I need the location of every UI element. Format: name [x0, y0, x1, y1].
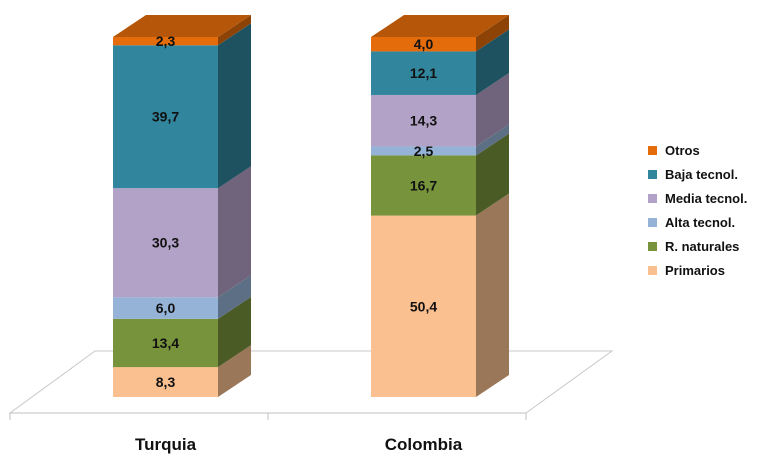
bar-segment: 39,7 [113, 23, 251, 189]
data-label: 6,0 [156, 300, 176, 316]
bar-segment-front [371, 51, 476, 95]
legend-item: Media tecnol. [648, 186, 747, 210]
legend-label: Primarios [665, 262, 725, 278]
data-label: 14,3 [410, 113, 437, 129]
bar-segment-side [476, 124, 509, 156]
bar-segment-front [113, 45, 218, 189]
bar-segment: 12,1 [371, 29, 509, 95]
bar-segment-front [113, 37, 218, 46]
legend-item: R. naturales [648, 234, 747, 258]
legend-swatch [648, 193, 657, 203]
bar-segment-side [476, 15, 509, 52]
category-label: Colombia [385, 435, 463, 454]
legend-swatch [648, 217, 657, 227]
chart-floor [8, 350, 614, 414]
data-label: 30,3 [152, 235, 179, 251]
bar-segment-front [113, 297, 218, 319]
bar-segment: 13,4 [113, 296, 251, 368]
data-label: 8,3 [156, 374, 176, 390]
bar-segment-front [371, 215, 476, 397]
bar-segment-front [113, 188, 218, 298]
legend-item: Alta tecnol. [648, 210, 747, 234]
legend-label: Media tecnol. [665, 190, 748, 206]
bar-segment: 4,0 [371, 15, 509, 52]
legend-item: Otros [648, 138, 747, 162]
bar-segment-front [371, 37, 476, 52]
legend-item: Baja tecnol. [648, 162, 747, 186]
legend-item: Primarios [648, 258, 747, 282]
data-label: 12,1 [410, 65, 437, 81]
data-label: 2,5 [414, 143, 434, 159]
bar-segment-side [218, 23, 251, 189]
data-label: 13,4 [152, 335, 179, 351]
bar-segment-side [218, 275, 251, 319]
legend-swatch [648, 169, 657, 179]
category-label: Turquia [135, 435, 197, 454]
bar-segment: 6,0 [113, 275, 251, 319]
legend-swatch [648, 265, 657, 275]
bar-segment-side [218, 15, 251, 46]
bar-segment-side [218, 345, 251, 397]
bar-segment-top [113, 15, 251, 37]
bar-segment-side [218, 296, 251, 368]
data-label: 16,7 [410, 178, 437, 194]
bar-segment-side [476, 193, 509, 397]
legend: Otros Baja tecnol. Media tecnol. Alta te… [648, 138, 747, 282]
bar-segment: 16,7 [371, 133, 509, 216]
legend-label: Alta tecnol. [665, 214, 736, 230]
legend-label: Otros [665, 142, 700, 158]
data-label: 39,7 [152, 109, 179, 125]
data-label: 4,0 [414, 36, 434, 52]
legend-swatch [648, 145, 657, 155]
bar-segment: 2,5 [371, 124, 509, 159]
legend-label: Baja tecnol. [665, 166, 738, 182]
bar-segment-side [218, 166, 251, 298]
bar-segment-front [371, 155, 476, 216]
legend-label: R. naturales [665, 238, 740, 254]
legend-swatch [648, 241, 657, 251]
bar-segment: 2,3 [113, 15, 251, 49]
bar-segment-side [476, 29, 509, 95]
bar-segment-front [371, 94, 476, 147]
bar-segment: 14,3 [371, 72, 509, 147]
bar-segment-front [113, 318, 218, 368]
bar-segment: 50,4 [371, 193, 509, 397]
data-label: 50,4 [410, 298, 437, 314]
bar-segment-side [476, 72, 509, 147]
bar-segment-side [476, 133, 509, 216]
bar-segment: 30,3 [113, 166, 251, 298]
bar-segment-front [113, 367, 218, 397]
bar-segment: 8,3 [113, 345, 251, 397]
data-label: 2,3 [156, 33, 176, 49]
bar-segment-front [371, 146, 476, 156]
bar-segment-top [371, 15, 509, 37]
